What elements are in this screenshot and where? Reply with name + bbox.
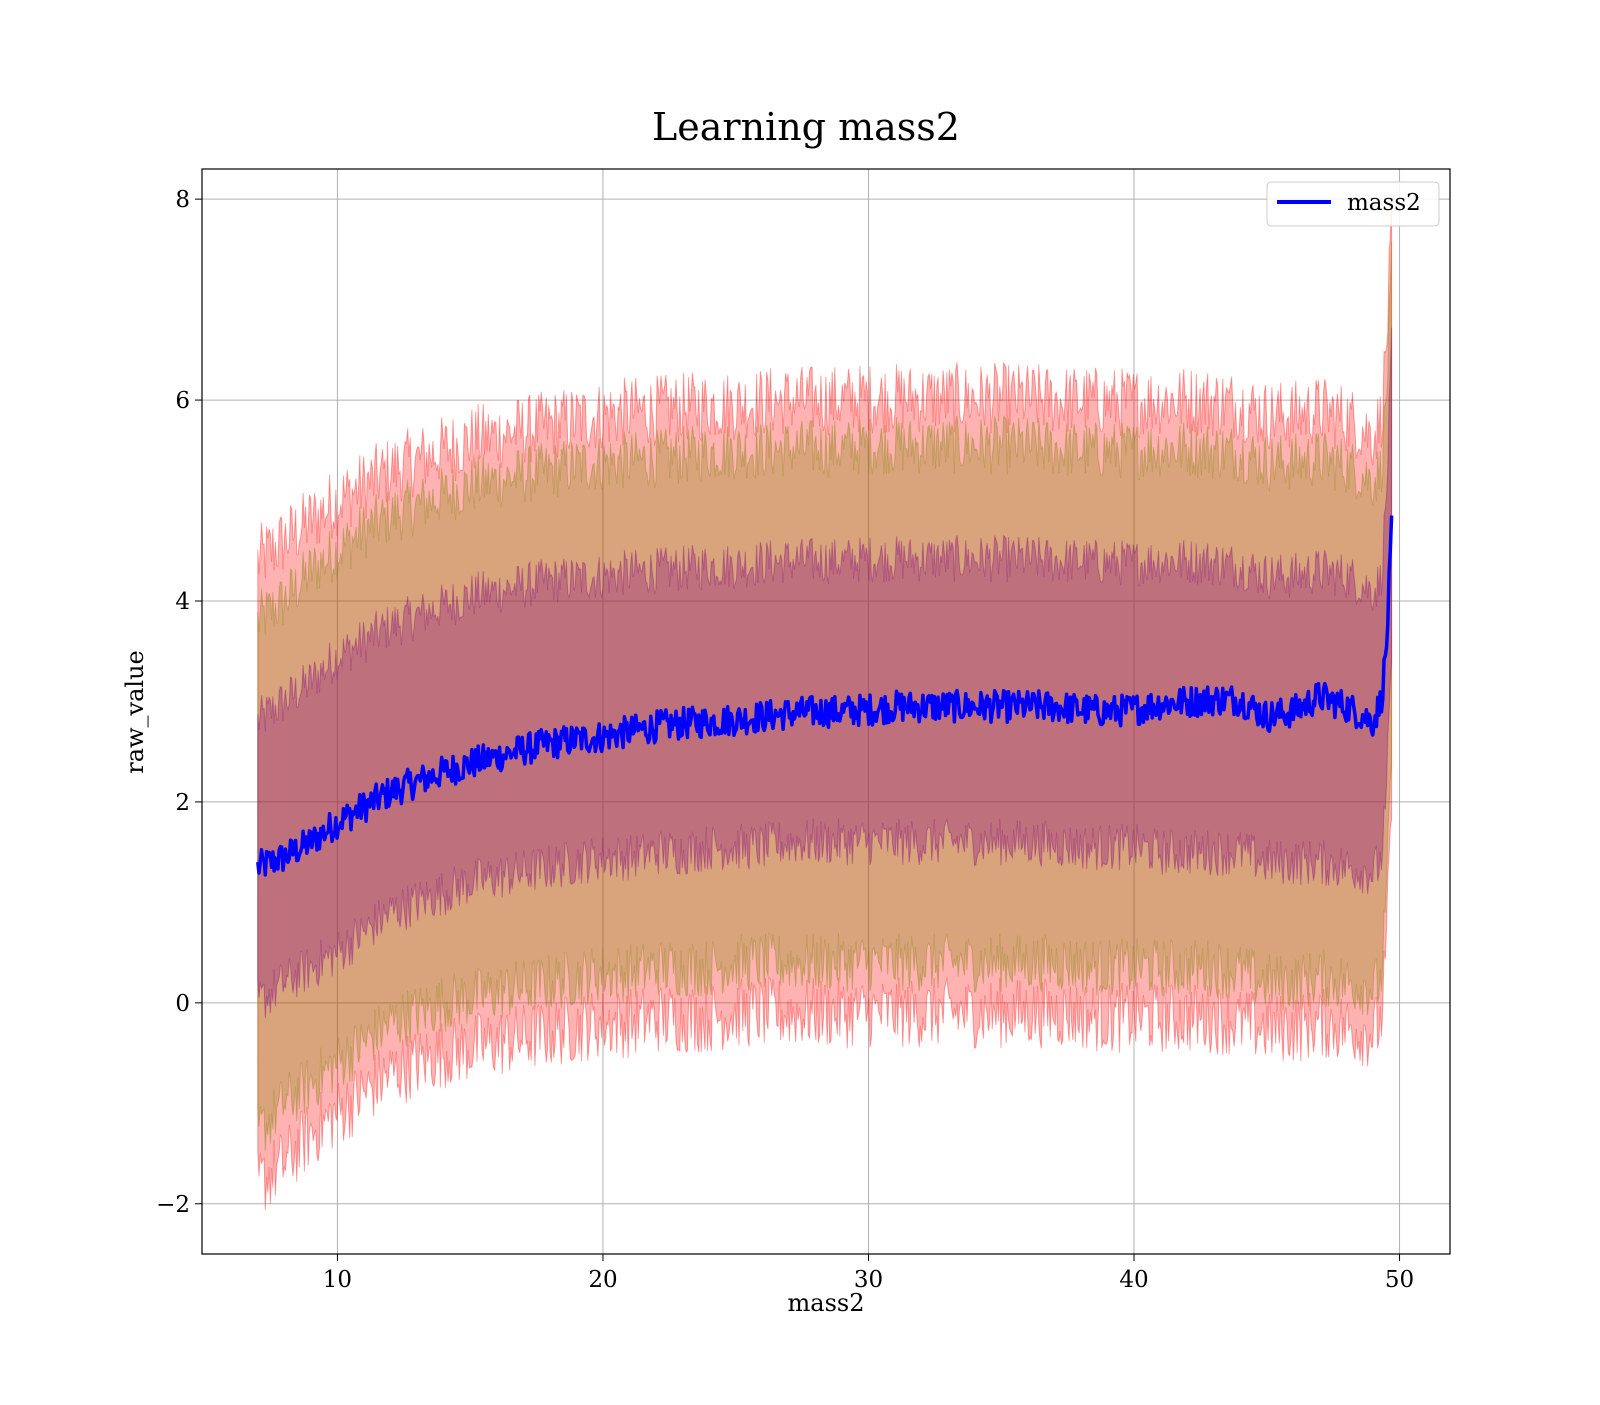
x-tick-label: 30 <box>854 1267 883 1293</box>
plot-frame <box>201 168 1451 1255</box>
y-ticks: −2 0 2 4 6 8 <box>156 187 202 1218</box>
x-ticks: 10 20 30 40 50 <box>323 1254 1414 1293</box>
x-tick-label: 40 <box>1119 1267 1148 1293</box>
y-tick-label: 4 <box>175 589 190 615</box>
y-tick-label: 8 <box>175 187 190 213</box>
x-tick-label: 50 <box>1385 1267 1414 1293</box>
legend-box <box>1266 181 1440 227</box>
y-tick-label: 2 <box>175 790 190 816</box>
confidence-bands <box>257 195 1393 1210</box>
band-1-sigma <box>257 327 1393 1019</box>
x-tick-label: 10 <box>323 1267 352 1293</box>
band-2-sigma <box>257 241 1393 1152</box>
chart-title: Learning mass2 <box>652 105 960 149</box>
y-tick-label: 6 <box>175 388 190 414</box>
x-tick-label: 20 <box>588 1267 617 1293</box>
legend: mass2 <box>1266 181 1440 227</box>
series-lines <box>256 515 1394 877</box>
legend-label-mass2: mass2 <box>1347 190 1421 216</box>
x-axis-label: mass2 <box>788 1289 865 1317</box>
series-line-mass2 <box>256 515 1394 877</box>
y-axis-label: raw_value <box>121 650 149 774</box>
y-gridlines <box>202 198 1450 1205</box>
y-tick-label: −2 <box>156 1192 190 1218</box>
y-tick-label: 0 <box>175 991 190 1017</box>
